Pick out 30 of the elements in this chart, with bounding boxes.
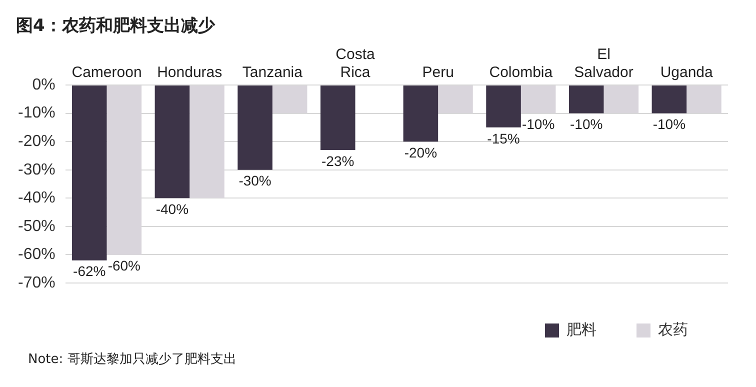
y-tick-label: -40% bbox=[18, 190, 56, 207]
x-tick-label: Tanzania bbox=[242, 64, 304, 82]
data-label: -62% bbox=[73, 263, 106, 280]
data-label: -60% bbox=[108, 258, 141, 274]
data-label: -15% bbox=[487, 130, 520, 146]
y-tick-label: 0% bbox=[32, 76, 56, 94]
x-tick-label: Colombia bbox=[489, 64, 554, 82]
data-label: -40% bbox=[156, 201, 189, 217]
y-tick-label: -50% bbox=[18, 218, 56, 235]
x-tick-label: El Salvador bbox=[574, 46, 634, 82]
data-label: -10% bbox=[570, 116, 603, 132]
x-tick-label: Cameroon bbox=[72, 64, 142, 82]
text: Note: 哥斯达黎加只减少了肥料支出 bbox=[27, 351, 238, 369]
y-tick-label: -70% bbox=[18, 274, 56, 292]
data-label: -23% bbox=[322, 152, 354, 169]
legend-label: 农药 bbox=[658, 320, 688, 338]
y-tick-label: -60% bbox=[18, 246, 56, 264]
x-tick-label: Honduras bbox=[157, 64, 222, 82]
data-label: -30% bbox=[238, 172, 272, 189]
chart-title: 图4：农药和肥料支出减少 bbox=[15, 15, 216, 38]
y-tick-label: -10% bbox=[18, 104, 56, 122]
data-label: -20% bbox=[404, 144, 438, 160]
x-tick-label: Costa Rica bbox=[336, 46, 376, 82]
legend-label: 肥料 bbox=[566, 320, 596, 338]
x-tick-label: Peru bbox=[422, 64, 454, 82]
data-label: -10% bbox=[652, 116, 686, 132]
y-tick-label: -30% bbox=[18, 161, 56, 178]
x-tick-label: Uganda bbox=[660, 64, 714, 82]
data-label: -10% bbox=[522, 116, 555, 132]
y-tick-label: -20% bbox=[18, 132, 56, 150]
